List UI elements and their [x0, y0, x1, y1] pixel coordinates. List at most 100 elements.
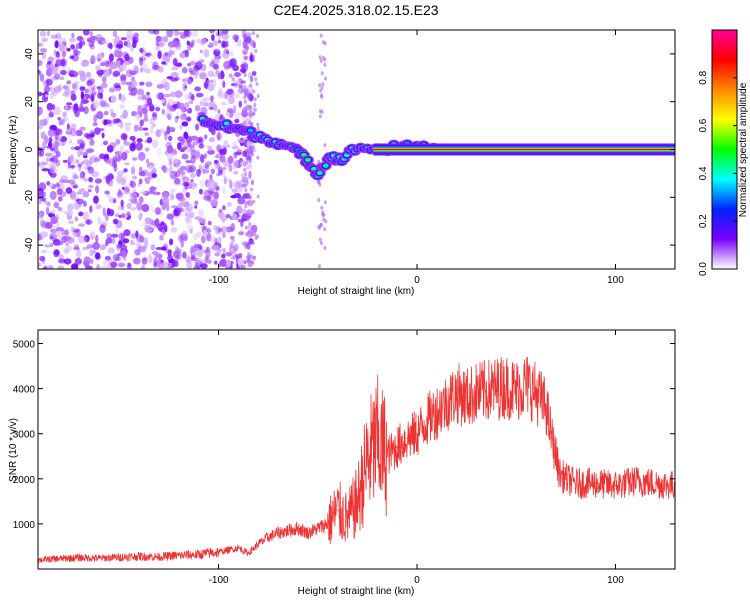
- spectrogram-noise-cell: [88, 176, 93, 183]
- spectrogram-noise-cell: [237, 196, 246, 205]
- spectrogram-noise-cell: [250, 78, 254, 83]
- spectrogram-noise-cell: [317, 264, 321, 269]
- snr-point: [416, 433, 418, 435]
- spectrogram-noise-cell: [179, 210, 187, 217]
- snr-point: [98, 557, 101, 559]
- spectrogram-noise-cell: [151, 139, 159, 149]
- spectrogram-noise-cell: [251, 179, 255, 184]
- spectrogram-noise-cell: [79, 86, 86, 91]
- spectrogram-noise-cell: [132, 40, 137, 49]
- spectrogram-noise-cell: [52, 183, 61, 188]
- spectrogram-noise-cell: [38, 199, 42, 205]
- spectrogram-noise-cell: [156, 147, 162, 157]
- spectrogram-noise-cell: [320, 109, 324, 114]
- spectrogram-noise-cell: [60, 175, 68, 181]
- spectrogram-noise-cell: [102, 140, 109, 146]
- spectrogram-noise-cell: [98, 53, 104, 59]
- spectrogram-noise-cell: [132, 157, 138, 161]
- spectrogram-noise-cell: [57, 116, 61, 120]
- spectrogram-noise-cell: [249, 187, 253, 192]
- spectrogram-noise-cell: [240, 172, 245, 179]
- spectrogram-noise-cell: [58, 43, 65, 53]
- spectrogram-noise-cell: [203, 102, 209, 107]
- spectrogram-noise-cell: [241, 208, 247, 215]
- spectrogram-noise-cell: [153, 257, 158, 267]
- spectrogram-noise-cell: [159, 234, 164, 241]
- spectrogram-noise-cell: [256, 155, 260, 160]
- spectrogram-noise-cell: [225, 112, 230, 116]
- spectrogram-noise-cell: [317, 198, 321, 203]
- spectrogram-noise-cell: [55, 227, 64, 232]
- spectrogram-noise-cell: [83, 106, 89, 115]
- snr-point: [654, 482, 656, 484]
- spectrogram-noise-cell: [148, 253, 152, 261]
- spectrogram-noise-cell: [169, 193, 175, 201]
- spectrogram-noise-cell: [55, 221, 61, 230]
- spectrogram-noise-cell: [40, 249, 48, 254]
- spectrogram-noise-cell: [160, 246, 167, 251]
- spectrogram-noise-cell: [253, 103, 257, 108]
- spectrogram-noise-cell: [75, 129, 83, 137]
- spectrogram-noise-cell: [231, 76, 236, 82]
- spectrogram-noise-cell: [202, 249, 210, 254]
- spectrogram-noise-cell: [112, 198, 117, 204]
- spectrogram-noise-cell: [173, 30, 179, 37]
- spectrogram-noise-cell: [217, 36, 222, 43]
- spectrogram-noise-cell: [204, 134, 208, 140]
- spectrogram-noise-cell: [66, 47, 71, 52]
- spectrogram-noise-cell: [214, 252, 221, 257]
- spectrogram-noise-cell: [179, 136, 185, 141]
- spectrogram-noise-cell: [155, 129, 162, 138]
- spectrogram-noise-cell: [243, 73, 247, 78]
- spectrogram-noise-cell: [49, 165, 56, 175]
- spectrogram-noise-cell: [130, 70, 138, 74]
- spectrogram-noise-cell: [123, 141, 131, 146]
- spectrogram-noise-cell: [76, 198, 85, 205]
- spectrogram-noise-cell: [203, 229, 207, 238]
- spectrogram-noise-cell: [226, 88, 234, 95]
- spectrogram-noise-cell: [212, 181, 219, 187]
- spectrogram-noise-cell: [185, 160, 192, 164]
- spectrogram-noise-cell: [55, 53, 61, 59]
- spectrogram-noise-cell: [38, 146, 42, 155]
- spectrogram-noise-cell: [252, 54, 256, 59]
- spectrogram-noise-cell: [323, 57, 327, 62]
- spectrogram-noise-cell: [38, 212, 43, 218]
- spectrogram-noise-cell: [319, 33, 323, 38]
- spectrogram-noise-cell: [199, 263, 208, 269]
- spectrogram-noise-cell: [152, 30, 160, 35]
- spectrogram-noise-cell: [199, 179, 207, 188]
- spectrogram-noise-cell: [233, 105, 237, 114]
- spectrogram-noise-cell: [197, 244, 203, 249]
- spectrogram-noise-cell: [118, 232, 123, 241]
- spectrogram-noise-cell: [51, 226, 59, 230]
- spectrogram-noise-cell: [137, 96, 142, 101]
- spectrogram-noise-cell: [181, 153, 189, 160]
- spectrogram-noise-cell: [83, 154, 88, 159]
- spectrogram-noise-cell: [194, 86, 202, 92]
- spectrogram-noise-cell: [93, 157, 101, 162]
- spectrogram-noise-cell: [82, 30, 90, 36]
- spectrogram-noise-cell: [113, 163, 118, 172]
- spectrogram-noise-cell: [120, 74, 127, 81]
- spectrogram-noise-cell: [320, 93, 324, 98]
- spectrogram-noise-cell: [188, 211, 195, 219]
- spectrogram-noise-cell: [222, 232, 226, 238]
- spectrogram-noise-cell: [38, 182, 47, 191]
- spectrogram-noise-cell: [38, 42, 44, 47]
- spectrogram-noise-cell: [119, 103, 125, 109]
- spectrogram-noise-cell: [40, 191, 47, 198]
- spectrogram-noise-cell: [207, 220, 212, 226]
- spectrogram-noise-cell: [89, 205, 93, 213]
- spectrogram-noise-cell: [161, 61, 166, 65]
- snr-point: [277, 532, 279, 534]
- spectrogram-noise-cell: [168, 262, 173, 267]
- spectrogram-noise-cell: [56, 188, 63, 196]
- spectrogram-noise-cell: [73, 229, 79, 233]
- spectrogram-noise-cell: [95, 185, 99, 194]
- spectrogram-noise-cell: [226, 144, 231, 148]
- spectrogram-noise-cell: [168, 238, 174, 246]
- spectrogram-noise-cell: [221, 30, 229, 35]
- spectrogram-noise-cell: [135, 230, 139, 239]
- spectrogram-noise-cell: [121, 213, 126, 219]
